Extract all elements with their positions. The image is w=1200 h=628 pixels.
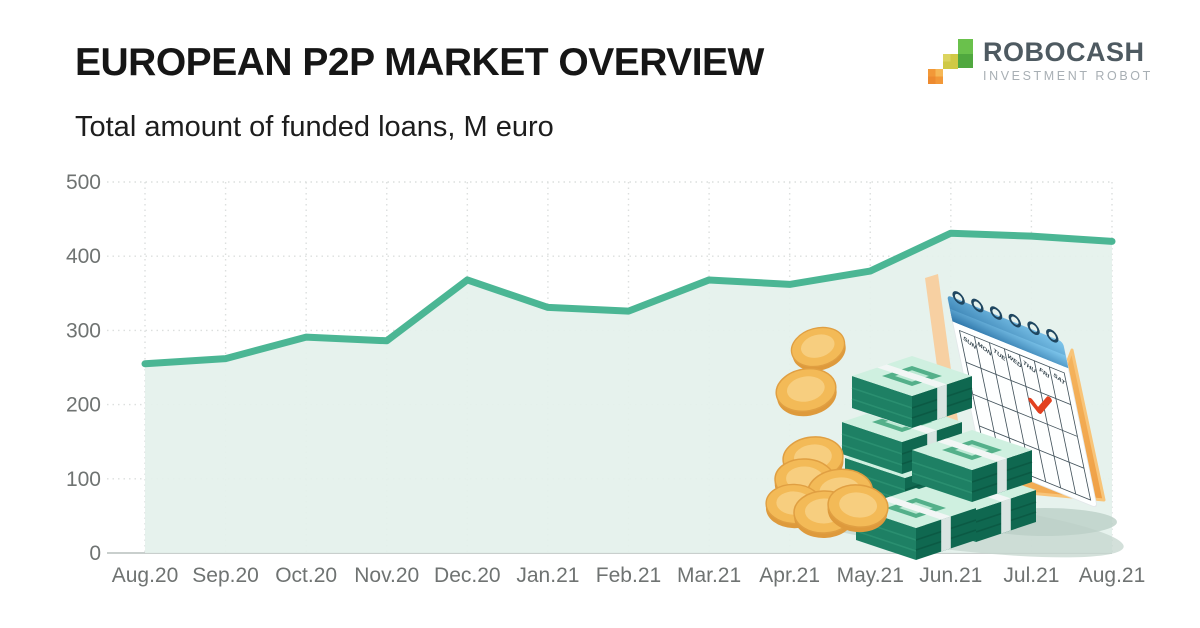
x-axis-tick-label: Sep.20 [192,564,259,587]
logo-tagline: INVESTMENT ROBOT [983,69,1153,84]
x-axis-tick-label: Aug.20 [112,564,179,587]
chart-subtitle: Total amount of funded loans, M euro [75,111,554,143]
y-axis-tick-label: 500 [66,171,101,194]
x-axis-tick-label: Dec.20 [434,564,501,587]
y-axis-tick-label: 300 [66,319,101,342]
x-axis-tick-label: May.21 [837,564,904,587]
robocash-logo: ROBOCASH INVESTMENT ROBOT [928,38,1153,86]
x-axis-tick-label: Jan.21 [516,564,579,587]
logo-name: ROBOCASH [983,37,1145,67]
x-axis-tick-label: Aug.21 [1079,564,1146,587]
logo-text: ROBOCASH INVESTMENT ROBOT [983,37,1153,84]
x-axis-tick-label: Oct.20 [275,564,337,587]
calendar-rings [952,291,1059,343]
x-axis-tick-label: Jul.21 [1003,564,1059,587]
y-axis-tick-label: 200 [66,394,101,417]
x-axis-tick-label: Apr.21 [759,564,820,587]
x-axis-tick-label: Mar.21 [677,564,741,587]
x-axis-tick-label: Jun.21 [919,564,982,587]
chart-axis-labels: 0 100 200 300 400 500 Aug.20 Sep.20 Oct.20 Nov.20… [66,171,1145,587]
calendar-illustration: SUN MON TUE WED THU FRI SAT [947,291,1097,508]
y-axis-tick-label: 0 [89,542,101,565]
chart-area: 0 100 200 300 400 500 Aug.20 Sep.20 Oct.20 Nov.20… [0,150,1200,628]
x-axis-tick-label: Nov.20 [354,564,419,587]
page-title: EUROPEAN P2P MARKET OVERVIEW [75,41,764,84]
chart-line-series [141,229,1116,368]
series-line [141,229,1116,368]
money-calendar-illustration: SUN MON TUE WED THU FRI SAT [764,274,1124,561]
robocash-logo-icon [928,39,973,84]
x-axis-tick-label: Feb.21 [596,564,661,587]
calendar-day: FRI [1039,367,1050,380]
y-axis-tick-label: 100 [66,468,101,491]
y-axis-tick-label: 400 [66,245,101,268]
market-area-chart: 0 100 200 300 400 500 Aug.20 Sep.20 Oct.20 Nov.20… [66,171,1145,587]
checkmark-icon [1028,396,1052,414]
